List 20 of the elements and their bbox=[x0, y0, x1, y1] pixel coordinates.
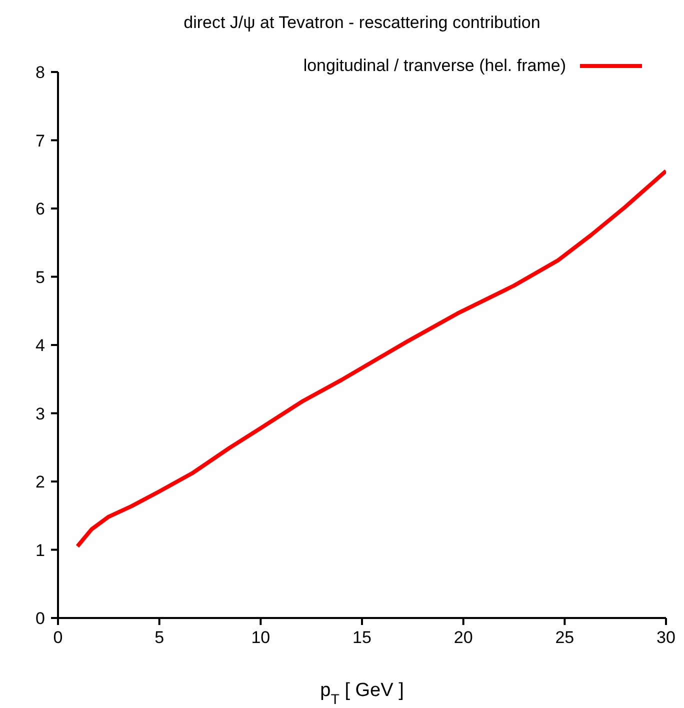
y-tick-label: 0 bbox=[36, 609, 45, 628]
x-tick-label: 15 bbox=[352, 628, 372, 648]
x-tick-label: 0 bbox=[53, 628, 63, 648]
chart-title: direct J/ψ at Tevatron - rescattering contribution bbox=[184, 13, 540, 32]
x-tick-label: 10 bbox=[251, 628, 270, 648]
x-tick-label: 25 bbox=[555, 628, 574, 648]
y-tick-label: 5 bbox=[36, 268, 45, 287]
y-tick-label: 3 bbox=[36, 404, 45, 424]
x-tick-label: 30 bbox=[656, 628, 676, 648]
y-tick-label: 6 bbox=[36, 200, 45, 219]
y-tick-label: 2 bbox=[36, 472, 45, 492]
y-tick-label: 8 bbox=[36, 63, 45, 82]
y-tick-label: 7 bbox=[36, 131, 45, 150]
legend-label: longitudinal / tranverse (hel. frame) bbox=[303, 56, 566, 76]
y-tick-label: 1 bbox=[36, 540, 45, 560]
x-tick-label: 20 bbox=[454, 628, 473, 648]
x-axis-title: p$_{T}$ [ GeV ] bbox=[320, 680, 404, 708]
y-tick-label: 4 bbox=[36, 336, 45, 356]
line-series bbox=[75, 168, 666, 548]
x-tick-label: 5 bbox=[154, 628, 164, 648]
